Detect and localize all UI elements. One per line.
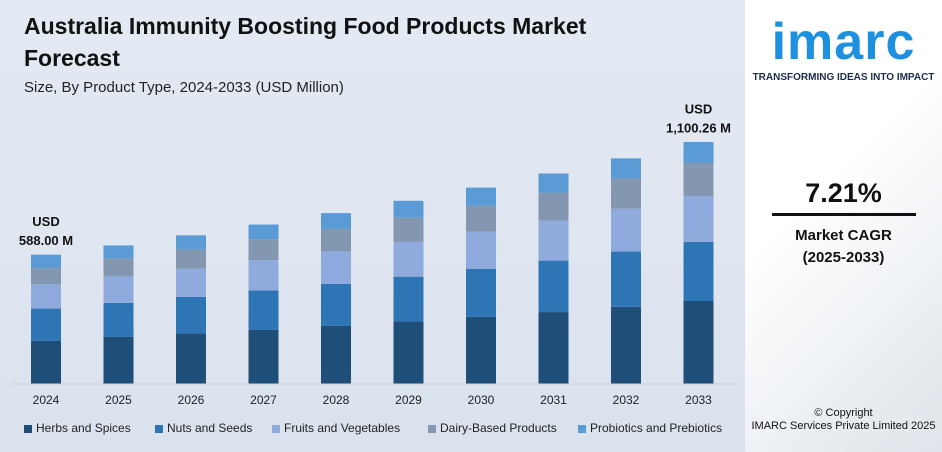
x-tick-label: 2024	[33, 393, 60, 407]
legend-label: Nuts and Seeds	[167, 421, 252, 435]
x-tick-label: 2033	[685, 393, 712, 407]
bar-segment	[31, 340, 61, 384]
legend-label: Probiotics and Prebiotics	[590, 421, 722, 435]
bar-segment	[103, 258, 134, 277]
bar-segment	[611, 208, 641, 252]
bar-segment	[393, 241, 424, 277]
cagr-period: (2025-2033)	[802, 249, 885, 266]
bar-segment	[466, 316, 496, 384]
bar-segment	[103, 336, 134, 384]
bar-segment	[538, 312, 569, 384]
logo: imarc	[771, 13, 916, 71]
bar-segment	[176, 333, 206, 384]
bar-segment	[248, 224, 279, 240]
legend-swatch	[428, 425, 436, 433]
bar-segment	[683, 300, 714, 384]
bar-segment	[466, 187, 496, 206]
bar-segment	[611, 251, 641, 307]
bar-segment	[176, 268, 206, 297]
total-label: 588.00 M	[19, 233, 73, 248]
bar-segment	[683, 142, 714, 163]
bar-segment	[466, 231, 496, 269]
bar-segment	[683, 241, 714, 301]
bar-segment	[321, 325, 351, 384]
bar-segment	[683, 162, 714, 196]
bar-segment	[466, 205, 496, 232]
x-tick-label: 2025	[105, 393, 132, 407]
bar-segment	[321, 228, 351, 252]
bar-segment	[538, 173, 569, 193]
bar-segment	[248, 290, 279, 330]
legend-swatch	[272, 425, 280, 433]
bar-segment	[538, 220, 569, 261]
legend-label: Herbs and Spices	[36, 421, 131, 435]
x-tick-label: 2029	[395, 393, 422, 407]
bar-segment	[103, 245, 134, 259]
bar-segment	[393, 321, 424, 384]
chart-title: Australia Immunity Boosting Food Product…	[24, 13, 587, 71]
x-tick-label: 2027	[250, 393, 277, 407]
divider	[772, 213, 916, 216]
bar-segment	[31, 308, 61, 341]
copyright: © Copyright	[814, 407, 873, 419]
bar-segment	[321, 213, 351, 229]
bar-segment	[248, 329, 279, 384]
legend-swatch	[578, 425, 586, 433]
bar-segment	[611, 158, 641, 179]
bar-segment	[103, 276, 134, 303]
chart: 2024 USD 588.00 M 2025 2026 2027 2028 2029 2030 2…	[10, 101, 735, 435]
bar-segment	[321, 251, 351, 284]
total-label: USD	[685, 101, 712, 116]
legend-swatch	[24, 425, 32, 433]
bar-segment	[393, 276, 424, 322]
chart-panel: Australia Immunity Boosting Food Product…	[0, 0, 745, 452]
sidebar: imarc TRANSFORMING IDEAS INTO IMPACT 7.2…	[745, 0, 942, 452]
bar-segment	[176, 249, 206, 269]
bar-segment	[611, 178, 641, 209]
chart-subtitle: Size, By Product Type, 2024-2033 (USD Mi…	[24, 79, 344, 96]
bar-segment	[103, 302, 134, 337]
legend-label: Fruits and Vegetables	[284, 421, 400, 435]
tagline: TRANSFORMING IDEAS INTO IMPACT	[752, 72, 935, 83]
legend-swatch	[155, 425, 163, 433]
x-tick-label: 2030	[468, 393, 495, 407]
bar-segment	[31, 284, 61, 309]
total-label: USD	[32, 214, 59, 229]
x-tick-label: 2031	[540, 393, 567, 407]
bar-segment	[393, 217, 424, 242]
bar-segment	[393, 200, 424, 218]
cagr-value: 7.21%	[805, 178, 882, 208]
x-tick-label: 2026	[178, 393, 205, 407]
total-label: 1,100.26 M	[666, 120, 731, 135]
bar-segment	[31, 254, 61, 269]
bar-segment	[176, 296, 206, 334]
bar-segment	[176, 235, 206, 250]
bar-segment	[611, 306, 641, 384]
x-tick-label: 2028	[323, 393, 350, 407]
bar-segment	[538, 260, 569, 313]
company: IMARC Services Private Limited 2025	[751, 420, 936, 432]
bar-segment	[248, 239, 279, 261]
bar-segment	[538, 192, 569, 221]
bar-segment	[466, 268, 496, 317]
legend-label: Dairy-Based Products	[440, 421, 557, 435]
cagr-label: Market CAGR	[795, 227, 892, 244]
bar-segment	[683, 195, 714, 242]
bar-segment	[31, 268, 61, 285]
bar-segment	[321, 283, 351, 326]
x-tick-label: 2032	[613, 393, 640, 407]
bar-segment	[248, 260, 279, 291]
